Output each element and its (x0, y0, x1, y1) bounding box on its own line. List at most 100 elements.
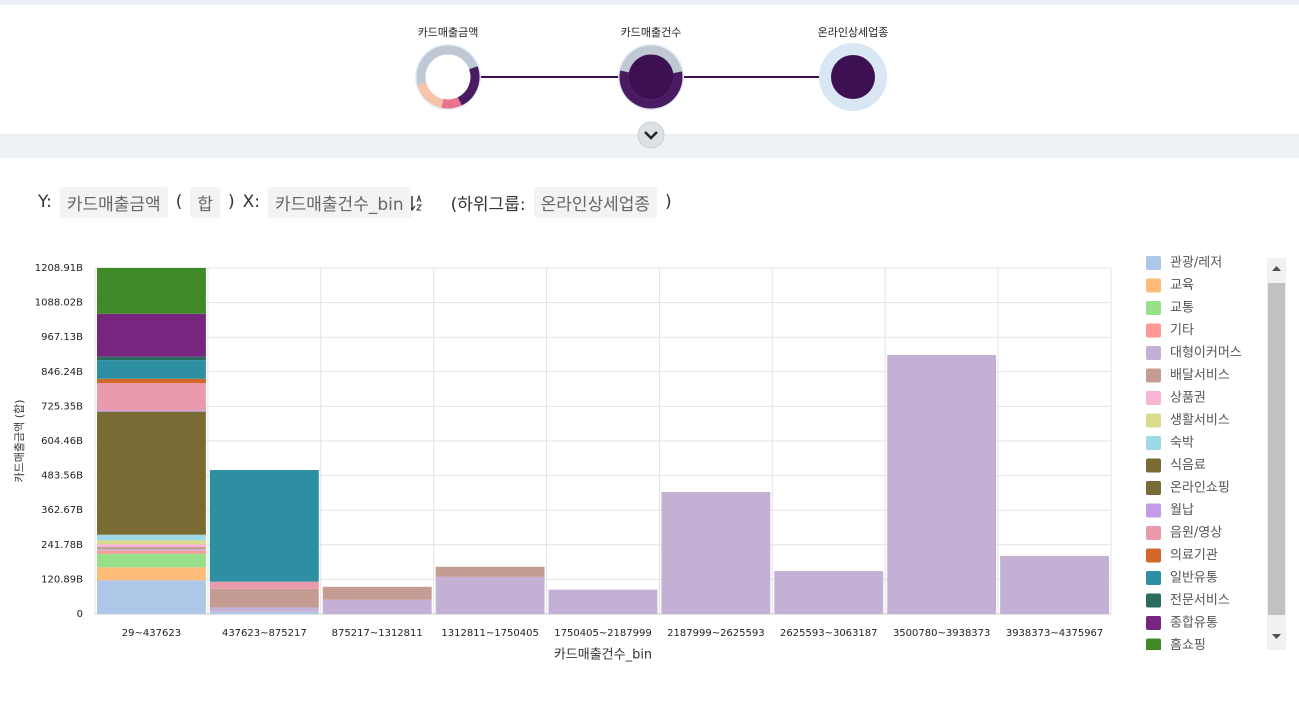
legend-swatch (1146, 278, 1161, 293)
y-tick-label: 604.46B (41, 436, 83, 447)
x-field[interactable]: 카드매출건수_bin (268, 186, 411, 218)
x-prefix: X: (242, 192, 260, 212)
y-axis-title: 카드매출금액 (합) (13, 400, 26, 483)
x-tick-label: 1312811~1750405 (441, 628, 538, 639)
legend-swatch (1146, 436, 1161, 450)
bar-segment (97, 549, 206, 551)
legend-swatch (1146, 391, 1161, 405)
legend-label: 종합유통 (1170, 616, 1218, 631)
legend-swatch (1146, 503, 1161, 518)
x-tick-label: 1750405~2187999 (554, 628, 651, 639)
bar-segment (97, 540, 206, 545)
bar-segment (97, 267, 206, 314)
legend: 관광/레저교육교통기타대형이커머스배달서비스상품권생활서비스숙박식음료온라인쇼핑… (1146, 256, 1242, 653)
group-prefix: (하위그룹: (450, 194, 526, 215)
bar-segment (97, 534, 206, 541)
legend-swatch (1146, 256, 1161, 270)
bar-segment (97, 410, 206, 412)
x-tick-label: 2187999~2625593 (667, 628, 764, 639)
y-tick-label: 846.24B (41, 367, 83, 378)
bar-segment (209, 581, 319, 589)
legend-label: 교통 (1170, 301, 1194, 316)
legend-swatch (1146, 548, 1161, 563)
paren: ) (665, 192, 672, 212)
x-tick-label: 3500780~3938373 (893, 628, 990, 639)
x-tick-label: 29~437623 (122, 628, 181, 639)
legend-label: 음원/영상 (1170, 526, 1222, 541)
bar-segment (435, 576, 545, 614)
legend-label: 온라인쇼핑 (1170, 481, 1230, 496)
legend-label: 숙박 (1170, 436, 1194, 451)
legend-label: 대형이커머스 (1170, 346, 1242, 361)
legend-label: 생활서비스 (1170, 413, 1230, 428)
bar-segment (97, 360, 206, 379)
x-tick-label: 3938373~4375967 (1006, 628, 1103, 639)
legend-swatch (1146, 616, 1161, 630)
bar-segment (97, 411, 206, 535)
node-segment (619, 45, 683, 109)
legend-swatch (1146, 346, 1161, 360)
legend-scrollbar[interactable] (1267, 258, 1286, 650)
bar-segment (774, 571, 884, 614)
legend-label: 일반유통 (1170, 571, 1218, 586)
legend-label: 전문서비스 (1170, 593, 1230, 608)
legend-label: 의료기관 (1170, 548, 1218, 563)
bar-segment (97, 547, 206, 550)
y-tick-label: 1088.02B (35, 298, 83, 309)
legend-label: 홈쇼핑 (1170, 638, 1206, 653)
legend-swatch (1146, 301, 1161, 315)
pipeline-node[interactable]: 온라인상세업종 (818, 26, 889, 111)
x-axis-title: 카드매출건수_bin (554, 648, 652, 663)
bar-segment (435, 566, 545, 577)
paren: ) (227, 192, 235, 212)
legend-label: 교육 (1170, 278, 1194, 293)
y-tick-label: 1208.91B (35, 263, 83, 274)
node-segment (416, 45, 480, 109)
node-label: 카드매출건수 (621, 26, 682, 39)
node-label: 온라인상세업종 (818, 26, 889, 39)
legend-label: 월납 (1170, 503, 1194, 518)
y-tick-label: 362.67B (41, 505, 83, 516)
y-tick-label: 967.13B (41, 332, 83, 343)
legend-label: 배달서비스 (1170, 368, 1230, 383)
bar-segment (1000, 555, 1109, 614)
collapse-button[interactable] (637, 121, 665, 149)
bar-segment (322, 599, 432, 614)
aggregation[interactable]: 합 (190, 186, 220, 218)
bar-segment (209, 611, 319, 614)
pipeline-node[interactable]: 카드매출금액 (412, 26, 484, 113)
legend-swatch (1146, 571, 1161, 585)
node-label: 카드매출금액 (418, 26, 479, 39)
paren: ( (175, 192, 183, 212)
bar-segment (97, 356, 206, 361)
y-field[interactable]: 카드매출금액 (59, 186, 168, 218)
bar-segment (97, 580, 206, 614)
bar-segment (548, 589, 658, 614)
bar-segment (209, 470, 319, 582)
x-tick-label: 875217~1312811 (332, 628, 423, 639)
query-bar: Y: 카드매출금액 ( 합 ) X: 카드매출건수_bin (하위그룹: 온라인… (38, 186, 680, 218)
bar-segment (209, 588, 319, 608)
node-core (831, 55, 875, 99)
y-tick-label: 483.56B (41, 471, 83, 482)
top-strip (0, 0, 1299, 5)
legend-label: 상품권 (1170, 391, 1206, 406)
legend-swatch (1146, 481, 1161, 495)
group-field[interactable]: 온라인상세업종 (533, 186, 658, 218)
legend-label: 기타 (1170, 323, 1194, 338)
bar-segment (97, 383, 206, 411)
legend-label: 식음료 (1170, 458, 1206, 473)
bar-segment (97, 550, 206, 554)
legend-swatch (1146, 458, 1161, 473)
bar-segment (209, 607, 319, 612)
pipeline-node[interactable]: 카드매출건수 (618, 26, 684, 110)
x-tick-label: 2625593~3063187 (780, 628, 877, 639)
legend-swatch (1146, 526, 1161, 540)
y-tick-label: 725.35B (41, 401, 83, 412)
y-tick-label: 241.78B (41, 540, 83, 551)
bar-segment (661, 492, 771, 614)
legend-swatch (1146, 368, 1161, 383)
legend-swatch (1146, 593, 1161, 608)
